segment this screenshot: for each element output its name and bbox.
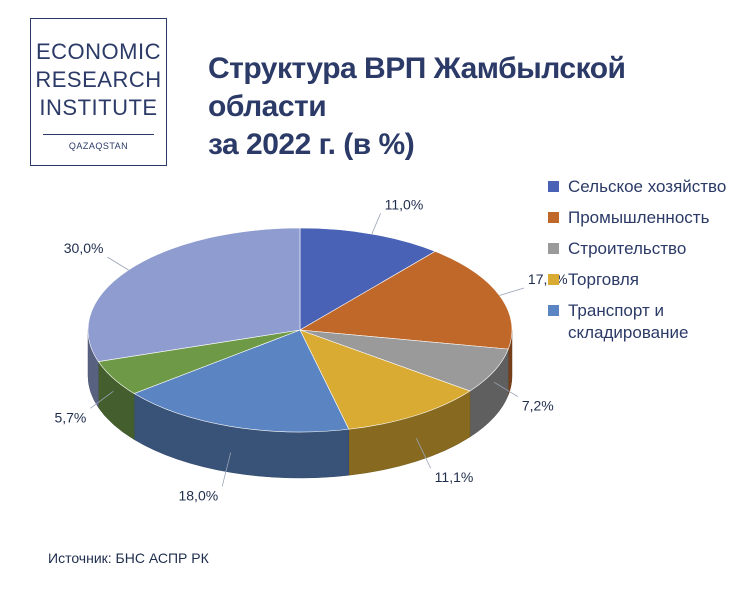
data-label-3: 7,2% <box>522 398 554 414</box>
leader-line-1 <box>371 213 381 235</box>
legend-swatch <box>548 181 559 192</box>
legend-label: Промышленность <box>568 208 710 227</box>
legend-label: Торговля <box>568 270 640 289</box>
logo: ECONOMIC RESEARCH INSTITUTE QAZAQSTAN <box>30 18 167 166</box>
leader-line-4 <box>416 438 432 469</box>
leader-line-5 <box>221 452 232 487</box>
data-label-4: 11,1% <box>435 469 474 485</box>
chart-title: Структура ВРП Жамбылской области за 2022… <box>208 50 728 164</box>
legend-swatch <box>548 274 559 285</box>
logo-subtitle: QAZAQSTAN <box>68 141 129 151</box>
data-label-1: 11,0% <box>385 196 424 212</box>
pie-side-layer <box>87 329 513 479</box>
legend-item-3: Строительство <box>548 238 748 260</box>
logo-line-2: RESEARCH <box>35 67 162 92</box>
pie-slice-7 <box>87 227 301 362</box>
leader-line-7 <box>107 256 129 271</box>
leader-line-6 <box>90 391 114 409</box>
leader-line-3 <box>493 381 519 397</box>
chart-title-line-2: за 2022 г. (в %) <box>208 128 415 161</box>
pie-slice-4 <box>299 329 471 430</box>
legend-item-4: Торговля <box>548 269 748 291</box>
legend-item-2: Промышленность <box>548 207 748 229</box>
legend-swatch <box>548 243 559 254</box>
data-label-6: 5,7% <box>54 409 86 425</box>
legend-label: Сельское хозяйство <box>568 177 727 196</box>
data-label-5: 18,0% <box>178 487 218 503</box>
legend-swatch <box>548 212 559 223</box>
legend-label: Строительство <box>568 239 687 258</box>
legend: Сельское хозяйство Промышленность Строител… <box>548 176 748 353</box>
logo-line-3: INSTITUTE <box>39 95 158 120</box>
pie-slice-5 <box>133 329 350 433</box>
pie-slice-1 <box>299 227 436 331</box>
logo-line-1: ECONOMIC <box>36 39 161 64</box>
legend-item-1: Сельское хозяйство <box>548 176 748 198</box>
source-note: Источник: БНС АСПР РК <box>48 550 209 566</box>
pie-slice-2 <box>299 251 513 350</box>
leader-line-2 <box>499 287 525 296</box>
legend-label-line-2: складирование <box>568 323 689 342</box>
pie-label-layer: 11,0%17,0%7,2%11,1%18,0%5,7%30,0% <box>54 196 567 503</box>
chart-title-line-1: Структура ВРП Жамбылской области <box>208 52 626 123</box>
pie-top-layer <box>87 227 513 433</box>
legend-item-5: Транспорт и складирование <box>548 300 748 344</box>
logo-divider <box>43 134 154 135</box>
legend-label: Транспорт и <box>568 301 664 320</box>
legend-swatch <box>548 305 559 316</box>
data-label-7: 30,0% <box>64 240 104 256</box>
